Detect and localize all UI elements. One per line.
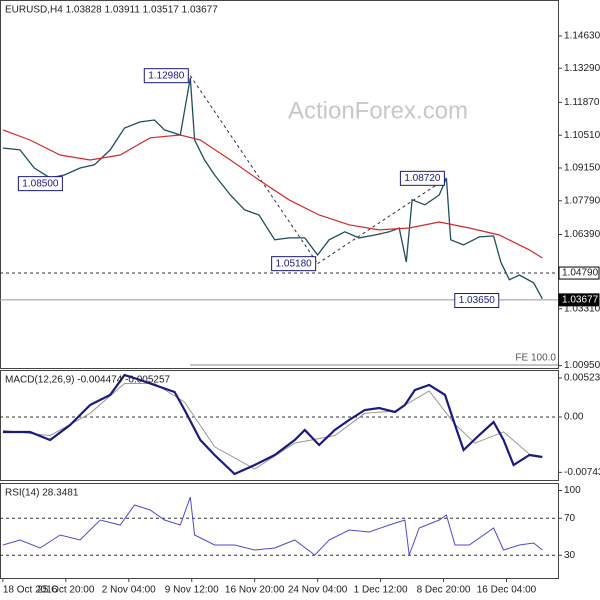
y-tick-label: 1.00950 xyxy=(564,360,600,371)
price-box-label: 1.03677 xyxy=(562,295,599,306)
watermark: ActionForex.com xyxy=(288,97,468,124)
y-tick-label: 1.14630 xyxy=(564,31,600,42)
trend-line xyxy=(317,177,447,265)
series-line xyxy=(2,129,543,259)
y-tick-label: 0.00 xyxy=(564,412,584,423)
annotation-label: 1.05180 xyxy=(276,258,313,269)
panel-title: EURUSD,H4 1.03828 1.03911 1.03517 1.0367… xyxy=(5,5,218,16)
price-box-label: 1.04790 xyxy=(562,268,599,279)
annotation-box xyxy=(143,68,189,84)
fe-label: FE 100.0 xyxy=(515,353,556,364)
series-line xyxy=(2,77,543,300)
y-tick-label: 100 xyxy=(564,485,581,496)
annotation-label: 1.03650 xyxy=(459,295,496,306)
annotation-box xyxy=(271,256,317,272)
x-tick-label: 8 Dec 20:00 xyxy=(417,585,471,596)
panel-frame xyxy=(0,483,559,579)
y-tick-label: 1.09150 xyxy=(564,163,600,174)
y-tick-label: 1.10510 xyxy=(564,130,600,141)
y-tick-label: -0.007433 xyxy=(564,467,600,478)
panel-frame xyxy=(0,370,559,481)
annotation-label: 1.12980 xyxy=(148,70,185,81)
y-tick-label: 1.13290 xyxy=(564,63,600,74)
x-tick-label: 1 Dec 12:00 xyxy=(354,585,408,596)
x-tick-label: 16 Dec 04:00 xyxy=(477,585,537,596)
y-tick-label: 0.005239 xyxy=(564,373,600,384)
annotation-label: 1.08720 xyxy=(404,173,441,184)
panel-frame xyxy=(0,0,559,369)
x-tick-label: 2 Nov 04:00 xyxy=(102,585,156,596)
price-box xyxy=(558,293,600,307)
y-tick-label: 70 xyxy=(564,513,576,524)
x-tick-label: 9 Nov 12:00 xyxy=(165,585,219,596)
series-line xyxy=(2,496,543,556)
x-tick-label: 24 Nov 04:00 xyxy=(288,585,348,596)
x-tick-label: 18 Oct 2016 xyxy=(3,585,58,596)
price-box xyxy=(558,266,600,280)
y-tick-label: 1.07790 xyxy=(564,195,600,206)
y-tick-label: 1.11870 xyxy=(564,97,600,108)
x-tick-label: 16 Nov 20:00 xyxy=(225,585,285,596)
annotation-box xyxy=(454,293,500,309)
y-tick-label: 1.03310 xyxy=(564,303,600,314)
series-line xyxy=(2,373,543,476)
annotation-box xyxy=(399,170,445,186)
y-tick-label: 1.06390 xyxy=(564,229,600,240)
annotation-label: 1.08500 xyxy=(22,178,59,189)
trend-line xyxy=(189,75,319,264)
x-tick-label: 25 Oct 20:00 xyxy=(37,585,95,596)
y-tick-label: 30 xyxy=(564,550,576,561)
panel-title: RSI(14) 28.3481 xyxy=(5,488,79,499)
annotation-box xyxy=(17,176,63,192)
panel-title: MACD(12,26,9) -0.004474 -0.005257 xyxy=(5,375,171,386)
